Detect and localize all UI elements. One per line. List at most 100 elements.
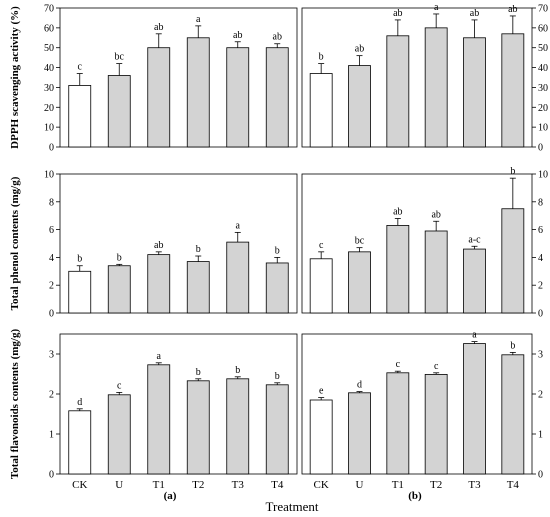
y-tick-label: 20	[538, 103, 548, 114]
bar-t3	[226, 378, 250, 475]
y-tick-label: 70	[538, 4, 548, 15]
significance-letter: b	[275, 371, 280, 382]
bar-t1	[386, 372, 410, 475]
chart-panel-0: 0 10 20 30 40 50 60 70 DPPH scavenging activity …	[9, 4, 298, 154]
y-tick-label: 3	[538, 350, 543, 361]
bar-u	[348, 65, 371, 148]
x-category-label: T1	[153, 479, 165, 491]
bar-ck	[309, 258, 333, 314]
y-tick-label: 2	[538, 390, 543, 401]
significance-letter: ab	[154, 22, 163, 33]
significance-letter: b	[235, 365, 240, 376]
bar-ck	[309, 399, 333, 475]
plot-frame	[59, 7, 298, 148]
plot-frame	[301, 173, 533, 314]
bar-t2	[424, 373, 448, 475]
bar-t3	[226, 47, 250, 148]
y-tick-label: 0	[49, 309, 54, 320]
bar-ck	[68, 270, 92, 314]
significance-letter: bc	[355, 236, 365, 247]
bar-t1	[386, 35, 410, 148]
y-tick-label: 6	[49, 225, 54, 236]
bar-t1	[147, 47, 171, 148]
bar-u	[348, 251, 371, 314]
bar-t3	[226, 241, 250, 314]
significance-letter: c	[396, 359, 401, 370]
x-category-label: U	[115, 479, 123, 491]
significance-letter: ab	[470, 8, 479, 19]
y-tick-label: 60	[538, 23, 548, 34]
bar-u	[107, 394, 131, 475]
significance-letter: ab	[508, 4, 517, 15]
significance-letter: ab	[273, 32, 282, 43]
y-axis-label: Total phenol contents (mg/g)	[9, 176, 21, 310]
plot-frame	[301, 333, 533, 475]
x-category-label: T2	[192, 479, 204, 491]
y-tick-label: 10	[538, 123, 548, 134]
y-tick-label: 30	[538, 83, 548, 94]
significance-letter: a	[434, 2, 439, 13]
bar-t2	[424, 230, 448, 314]
y-tick-label: 1	[538, 430, 543, 441]
y-tick-label: 4	[49, 253, 54, 264]
bar-t4	[501, 354, 525, 475]
significance-letter: b	[510, 340, 515, 351]
plot-frame	[59, 333, 298, 475]
significance-letter: c	[434, 361, 439, 372]
significance-letter: bc	[115, 52, 125, 63]
chart-panel-4: 0 1 2 3 Total flavonoids contents (mg/g) d CK c…	[9, 329, 298, 491]
y-tick-label: 0	[538, 143, 543, 154]
significance-letter: b	[319, 52, 324, 63]
bar-t2	[186, 261, 210, 314]
y-tick-label: 3	[49, 350, 54, 361]
y-tick-label: 10	[44, 123, 54, 134]
y-axis-label: DPPH scavenging activity (%)	[9, 6, 21, 149]
significance-letter: a	[157, 351, 162, 362]
y-tick-label: 40	[44, 63, 54, 74]
bar-ck	[68, 85, 92, 148]
bar-t4	[265, 47, 289, 148]
bar-t1	[386, 225, 410, 314]
significance-letter: b	[117, 252, 122, 263]
y-tick-label: 2	[538, 281, 543, 292]
x-category-label: T4	[271, 479, 284, 491]
y-tick-label: 30	[44, 83, 54, 94]
x-category-label: T1	[392, 479, 404, 491]
significance-letter: b	[77, 254, 82, 265]
bar-t2	[186, 380, 210, 475]
significance-letter: a-c	[468, 234, 481, 245]
chart-panel-5: 0 1 2 3 e CK d Uc T1 c T2 a T3 b T4	[301, 330, 543, 491]
bar-t3	[463, 37, 486, 148]
significance-letter: ab	[233, 30, 242, 41]
y-tick-label: 2	[49, 390, 54, 401]
bar-u	[107, 75, 131, 148]
bar-t4	[265, 262, 289, 314]
x-category-label: T3	[232, 479, 245, 491]
significance-letter: e	[319, 386, 324, 397]
plot-frame	[59, 173, 298, 314]
bar-u	[107, 265, 131, 314]
x-category-label: T2	[430, 479, 442, 491]
significance-letter: d	[77, 397, 82, 408]
y-tick-label: 6	[538, 225, 543, 236]
bar-t3	[463, 248, 486, 314]
chart-panel-1: 0 10 20 30 40 50 60 70 b ab ab a ab ab	[301, 2, 548, 154]
significance-letter: ab	[355, 44, 364, 55]
bar-t1	[147, 364, 171, 475]
panel-label-b: (b)	[408, 490, 422, 502]
bar-ck	[309, 73, 333, 148]
x-category-label: CK	[72, 479, 87, 491]
y-tick-label: 20	[44, 103, 54, 114]
y-tick-label: 50	[44, 43, 54, 54]
bar-u	[348, 392, 371, 475]
y-tick-label: 0	[49, 470, 54, 481]
panel-label-a: (a)	[164, 490, 177, 502]
bar-t4	[265, 384, 289, 475]
y-tick-label: 4	[538, 253, 543, 264]
y-tick-label: 10	[44, 170, 54, 181]
y-tick-label: 70	[44, 4, 54, 15]
significance-letter: c	[78, 62, 83, 73]
y-tick-label: 0	[49, 143, 54, 154]
x-axis-title: Treatment	[266, 499, 319, 514]
significance-letter: b	[510, 166, 515, 177]
